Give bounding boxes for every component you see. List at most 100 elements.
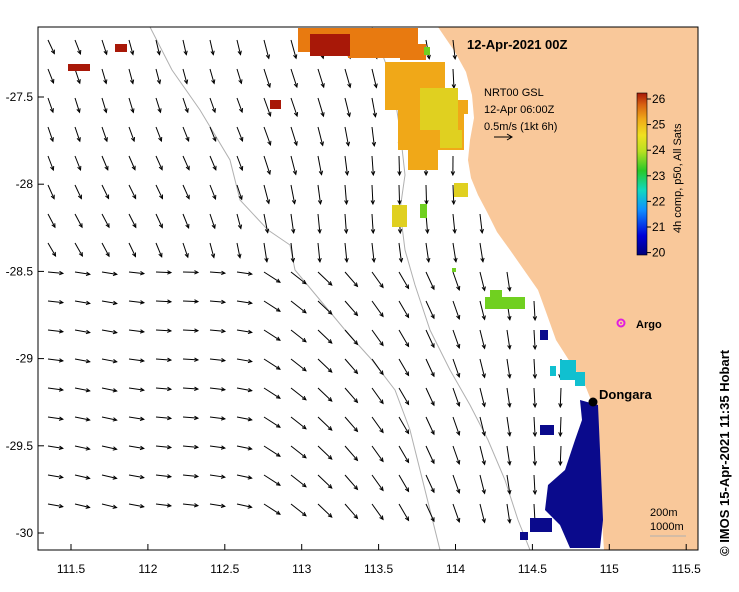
current-arrow [47, 155, 55, 172]
current-arrow [425, 242, 431, 263]
current-arrow [317, 387, 333, 402]
current-arrow [128, 300, 146, 305]
current-arrow [263, 213, 270, 234]
current-arrow [101, 155, 109, 171]
current-arrow [371, 68, 378, 89]
current-arrow [452, 271, 461, 292]
current-arrow [74, 358, 91, 364]
current-arrow [182, 299, 200, 304]
current-arrow [317, 416, 333, 431]
current-arrow [263, 97, 272, 117]
current-arrow [398, 474, 410, 493]
current-arrow [47, 242, 57, 257]
current-arrow [155, 242, 163, 258]
current-arrow [532, 445, 538, 467]
current-arrow [209, 387, 227, 392]
sst-cells-cyan [550, 360, 585, 386]
sst-cells-yellow [392, 88, 468, 227]
current-arrow [47, 213, 56, 229]
current-arrow [155, 415, 173, 421]
current-arrow [290, 358, 307, 372]
current-arrow [451, 68, 456, 90]
current-arrow [371, 97, 377, 118]
current-arrow [263, 300, 281, 312]
current-arrow [425, 474, 435, 494]
current-arrow [101, 300, 118, 306]
map-title: 12-Apr-2021 00Z [467, 37, 567, 52]
y-tick-label: -30 [16, 526, 34, 540]
current-arrow [290, 39, 298, 60]
y-tick-label: -29.5 [6, 439, 34, 453]
current-arrow [479, 503, 486, 524]
current-arrow [398, 271, 410, 290]
current-arrow [101, 445, 118, 451]
current-arrow [101, 213, 110, 229]
current-arrow [209, 416, 227, 421]
current-arrow [558, 387, 563, 409]
current-arrow [506, 503, 512, 524]
current-arrow [209, 242, 216, 259]
current-arrow [182, 328, 200, 333]
current-arrow [317, 213, 322, 235]
colorbar-tick-label: 21 [652, 220, 666, 234]
current-arrow [155, 357, 173, 363]
current-arrow [532, 474, 538, 496]
current-arrow [101, 329, 118, 335]
colorbar-tick-label: 22 [652, 194, 666, 208]
current-arrow [101, 39, 108, 56]
current-arrow [182, 503, 200, 508]
current-arrow [47, 387, 65, 392]
current-arrow [236, 39, 242, 56]
current-arrow [263, 387, 281, 399]
current-arrow [209, 126, 217, 142]
current-arrow [182, 473, 200, 479]
current-arrow [371, 358, 384, 376]
current-arrow [290, 271, 307, 285]
current-arrow [236, 416, 253, 422]
current-arrow [263, 271, 281, 283]
current-arrow [290, 329, 307, 343]
current-arrow [532, 387, 538, 409]
current-arrow [155, 474, 173, 479]
x-tick-label: 114.5 [518, 562, 547, 576]
current-arrow [532, 416, 538, 438]
current-arrow [74, 503, 91, 509]
current-arrow [155, 126, 163, 143]
current-arrow [209, 155, 217, 171]
current-arrow [506, 271, 512, 292]
current-arrow [236, 445, 253, 451]
current-arrow [370, 184, 375, 206]
current-arrow [263, 68, 271, 89]
current-arrow [101, 97, 108, 114]
current-arrow [370, 155, 376, 177]
current-arrow [479, 474, 486, 495]
x-tick-label: 113 [292, 562, 311, 576]
product-time: 12-Apr 06:00Z [484, 104, 555, 116]
current-arrow [209, 68, 216, 85]
current-arrow [209, 213, 216, 230]
current-arrow [182, 68, 189, 85]
current-arrow [452, 39, 457, 61]
current-arrow [236, 242, 242, 259]
current-arrow [74, 300, 91, 306]
current-arrow [236, 213, 243, 230]
current-arrow [209, 503, 226, 508]
current-arrow [182, 155, 190, 171]
current-arrow [371, 387, 384, 405]
current-arrow [290, 503, 307, 517]
current-arrow [397, 184, 402, 206]
current-arrow [344, 358, 359, 375]
current-arrow [398, 329, 410, 348]
current-arrow [290, 416, 307, 430]
current-arrow [101, 271, 118, 276]
current-arrow [532, 358, 538, 380]
current-arrow [155, 299, 173, 304]
current-arrow [398, 300, 410, 319]
current-arrow [236, 184, 243, 201]
current-arrow [74, 213, 83, 229]
current-arrow [506, 387, 512, 408]
argo-label: Argo [636, 319, 662, 331]
contour-legend-1000m: 1000m [650, 521, 684, 533]
current-arrow [344, 126, 351, 147]
current-arrow [47, 270, 65, 276]
